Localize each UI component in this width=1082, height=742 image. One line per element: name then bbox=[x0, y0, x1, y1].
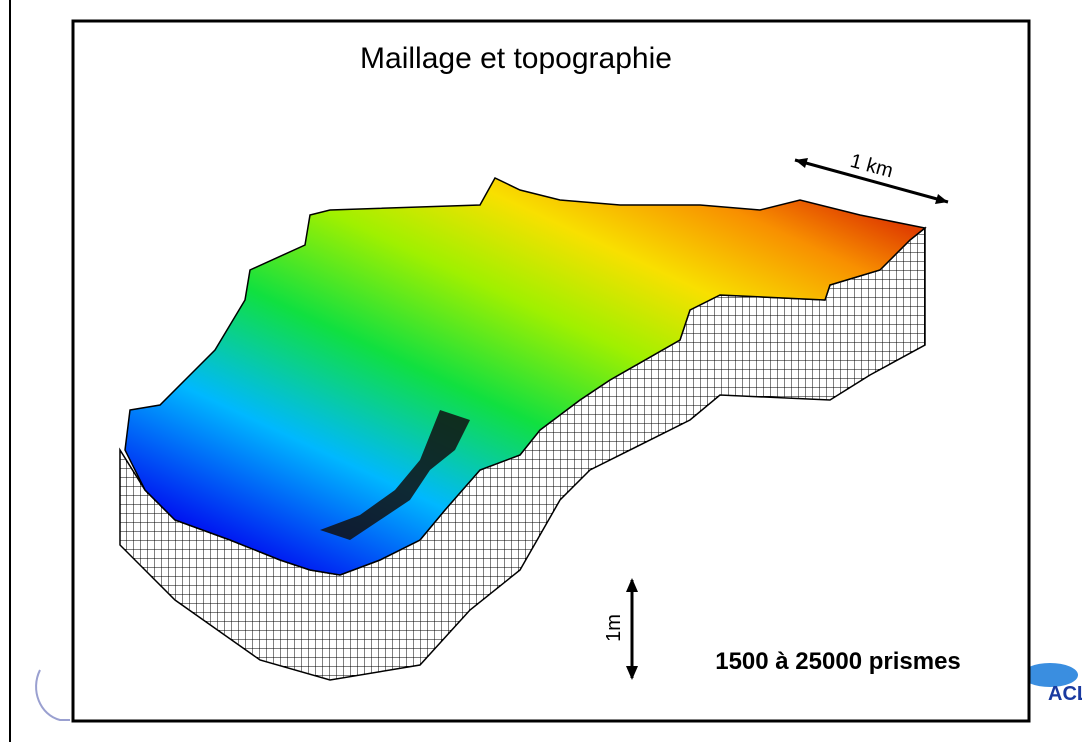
figure-title: Maillage et topographie bbox=[360, 42, 672, 75]
logo-left bbox=[35, 669, 70, 721]
valley-cut bbox=[320, 410, 470, 540]
topography-surface bbox=[124, 177, 927, 576]
logo-text: ACLE bbox=[1048, 683, 1082, 705]
scale-vertical: 1m bbox=[603, 578, 638, 680]
scale-horizontal: 1 km bbox=[794, 150, 949, 204]
scale-vertical-label: 1m bbox=[603, 614, 625, 642]
logo-right: ACLE bbox=[1022, 663, 1082, 705]
caption: 1500 à 25000 prismes bbox=[715, 648, 961, 675]
